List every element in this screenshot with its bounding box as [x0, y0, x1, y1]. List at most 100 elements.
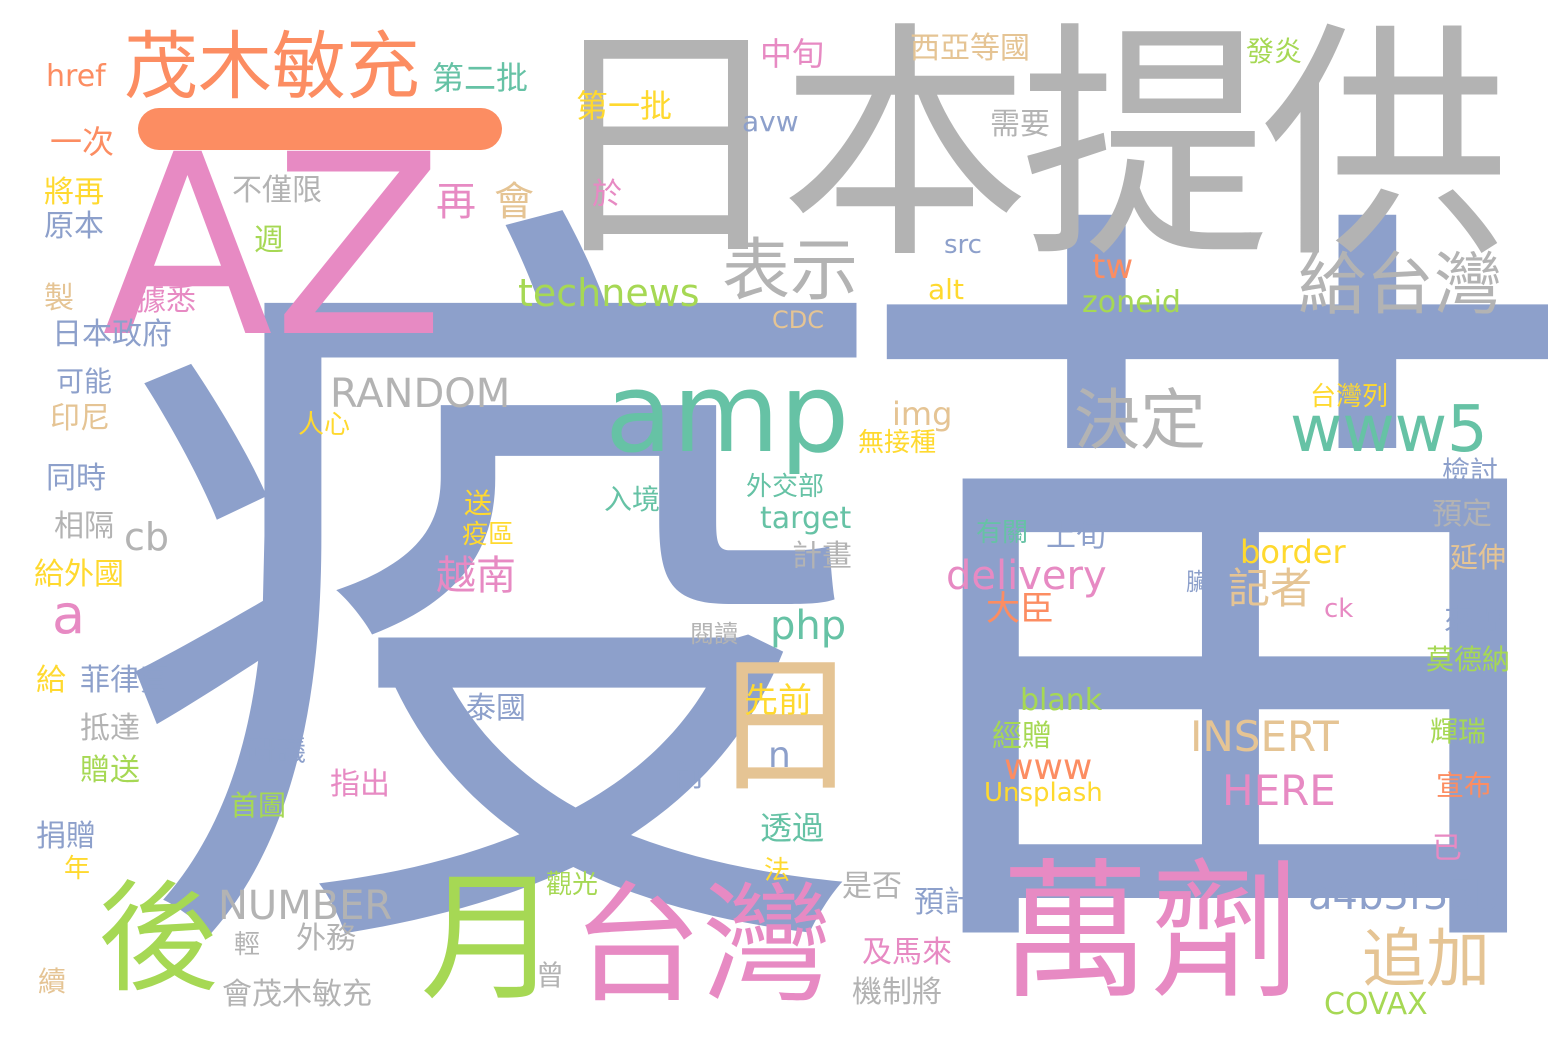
word-jizhijiang: 機制將 — [852, 975, 942, 1010]
word-cb: cb — [124, 515, 170, 559]
word-laiyuan: 來源 — [1444, 603, 1504, 638]
word-yanyi: 研議 — [246, 733, 306, 768]
word-xuanbu: 宣布 — [1436, 769, 1493, 802]
word-unsplash: Unsplash — [984, 778, 1103, 808]
word-jueding: 決定 — [1074, 382, 1206, 459]
word-gei-waiguo: 給外國 — [34, 557, 124, 592]
word-yinni: 印尼 — [50, 401, 110, 436]
word-juxi: 據悉 — [136, 283, 196, 318]
word-href: href — [46, 59, 106, 94]
word-bujinxian: 不僅限 — [232, 173, 322, 208]
word-zhou: 週 — [254, 223, 284, 258]
word-waiwu: 外務 — [296, 921, 356, 956]
word-yu: 於 — [592, 177, 622, 212]
word-www5: www5 — [1290, 393, 1488, 467]
word-xiya-dengguo: 西亞等國 — [910, 31, 1030, 66]
word-zoneid: zoneid — [1082, 285, 1181, 320]
word-insert: INSERT — [1190, 712, 1339, 761]
word-n: n — [768, 735, 791, 776]
word-waijiaobu: 外交部 — [746, 472, 825, 502]
word-shifou: 是否 — [842, 869, 902, 904]
word-taiguo: 泰國 — [466, 691, 526, 726]
word-jimalai: 及馬來 — [862, 935, 952, 970]
word-avw: avw — [742, 105, 799, 138]
word-xuyao: 需要 — [990, 107, 1050, 142]
word-qing: 輕 — [234, 930, 261, 960]
word-alt: alt — [928, 273, 964, 306]
word-riben-tigong: 日本提供 — [540, 1, 1510, 292]
word-tw: tw — [1092, 247, 1134, 287]
word-song: 送 — [464, 487, 493, 520]
word-target: target — [760, 501, 852, 536]
word-feilvbin: 菲律賓 — [80, 663, 170, 698]
word-number: NUMBER — [218, 883, 393, 929]
word-yuji: 預計 — [914, 885, 974, 920]
word-juanzeng: 捐贈 — [36, 819, 96, 854]
word-hou: 後 — [98, 870, 218, 1009]
word-border: border — [1240, 533, 1346, 571]
word-covax: COVAX — [1324, 987, 1428, 1022]
word-dida: 抵達 — [80, 711, 140, 746]
word-wanji: 萬劑 — [1000, 846, 1301, 1020]
word-a: a — [52, 583, 86, 646]
word-jiantao: 檢討 — [1442, 455, 1499, 488]
word-nian: 年 — [64, 854, 91, 884]
word-php: php — [770, 603, 847, 649]
word-yanshen: 延伸 — [1450, 541, 1507, 574]
word-yuenan: 越南 — [436, 553, 516, 599]
word-zhuijia: 追加 — [1362, 923, 1490, 997]
word-renxin: 人心 — [298, 410, 351, 440]
word-ck: ck — [1324, 594, 1354, 624]
word-random: RANDOM — [330, 371, 511, 417]
word-zengsong: 贈送 — [80, 753, 140, 788]
word-yuedu: 閱讀 — [690, 620, 738, 648]
word-img: img — [892, 395, 953, 433]
word-keneng: 可能 — [56, 365, 113, 398]
word-youguan: 有關 — [976, 518, 1029, 548]
word-gei-taiwan: 給台灣 — [1298, 246, 1503, 325]
word-huirui: 輝瑞 — [1430, 715, 1487, 748]
word-delivery: delivery — [946, 553, 1107, 599]
word-ceng: 曾 — [536, 959, 565, 992]
word-hui: 會 — [494, 179, 534, 225]
word-wujiezhong: 無接種 — [858, 428, 937, 458]
word-src: src — [944, 230, 982, 260]
word-fa: 法 — [764, 856, 791, 886]
word-dierpi: 第二批 — [432, 59, 529, 97]
word-xianqian: 先前 — [744, 681, 812, 721]
word-yuding: 預定 — [1432, 497, 1492, 532]
word-modena: 莫德納 — [1426, 643, 1511, 676]
word-maomu-minchong: 茂木敏充 — [124, 24, 420, 110]
underline-bar — [138, 108, 502, 150]
word-qian: 前 — [674, 759, 704, 794]
word-ri: 日 — [710, 640, 861, 814]
word-taiwanlie: 台灣列 — [1310, 382, 1389, 412]
word-biaoshi: 表示 — [722, 232, 859, 311]
word-diyipi: 第一批 — [576, 87, 673, 125]
word-xu: 續 — [38, 965, 67, 998]
word-jihua: 計畫 — [792, 539, 852, 574]
word-shoutu: 首圖 — [230, 789, 287, 822]
word-zang: 臟 — [1186, 568, 1210, 596]
word-riben-zhengfu: 日本政府 — [52, 317, 172, 352]
word-zhi: 製 — [44, 281, 74, 316]
word-jingzeng: 經贈 — [992, 719, 1052, 754]
word-yici: 一次 — [50, 123, 115, 161]
word-guanguang: 觀光 — [546, 870, 599, 900]
word-gei: 給 — [36, 663, 66, 698]
word-yi: 已 — [1432, 831, 1462, 866]
word-fayan: 發炎 — [1246, 35, 1303, 68]
word-amp: amp — [605, 349, 850, 477]
word-jiangzai: 將再 — [44, 175, 104, 210]
word-yimiao: 疫苗 — [110, 146, 1548, 1052]
word-rujing: 入境 — [604, 483, 661, 516]
word-yue: 月 — [420, 858, 561, 1021]
word-technews: technews — [518, 271, 700, 315]
word-hui-maomu-minchong: 會茂木敏充 — [222, 977, 372, 1012]
word-zhichu: 指出 — [330, 767, 390, 802]
word-xiangge: 相隔 — [54, 509, 114, 544]
word-here: HERE — [1222, 766, 1336, 815]
word-cdc: CDC — [772, 306, 824, 334]
word-tongshi: 同時 — [46, 461, 106, 496]
